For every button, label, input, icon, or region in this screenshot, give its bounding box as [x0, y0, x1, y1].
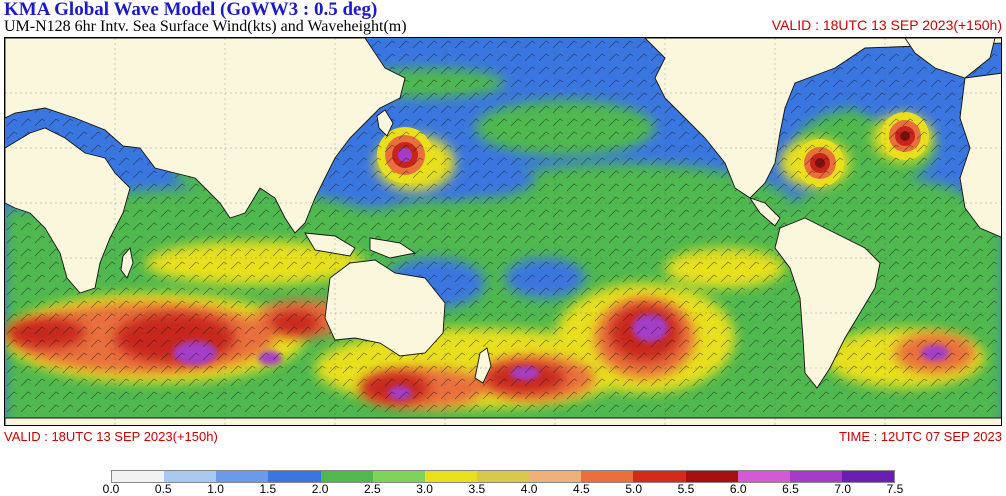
colorbar-tick-label: 7.0: [834, 482, 852, 496]
colorbar-swatch: [216, 471, 269, 482]
colorbar-swatch: [737, 471, 790, 482]
colorbar-swatch: [164, 471, 217, 482]
map-subtitle: UM-N128 6hr Intv. Sea Surface Wind(kts) …: [4, 18, 407, 35]
colorbar-swatch: [633, 471, 686, 482]
colorbar-tick-label: 4.0: [520, 482, 538, 496]
colorbar-tick-label: 5.0: [625, 482, 642, 496]
land-eurasia: [5, 38, 406, 234]
colorbar-swatch: [685, 471, 738, 482]
valid-time-top: VALID : 18UTC 13 SEP 2023(+150h): [771, 17, 1002, 33]
colorbar-tick-label: 2.0: [311, 482, 329, 496]
wave-height-map-svg: [5, 38, 1001, 425]
land-africa: [5, 127, 131, 294]
colorbar-swatch: [789, 471, 842, 482]
colorbar-swatch: [424, 471, 477, 482]
map-title: KMA Global Wave Model (GoWW3 : 0.5 deg): [4, 0, 378, 20]
colorbar-swatch: [320, 471, 373, 482]
colorbar-swatch: [268, 471, 321, 482]
land-central-america: [748, 197, 781, 227]
land-europe-right: [959, 72, 1001, 238]
land-new-guinea: [369, 237, 417, 259]
colorbar-swatch: [112, 471, 165, 482]
colorbar-tick-label: 2.5: [363, 482, 381, 496]
graticule: [5, 38, 1001, 425]
land-indonesia: [304, 232, 356, 257]
land-madagascar: [120, 247, 134, 279]
land-antarctica: [5, 417, 1001, 425]
land-australia: [324, 259, 446, 357]
colorbar-tick-label: 4.5: [573, 482, 590, 496]
wave-height-map: [4, 37, 1002, 426]
land-south-america: [774, 217, 881, 389]
colorbar-tick-label: 3.0: [416, 482, 433, 496]
colorbar-tick-label: 1.5: [259, 482, 277, 496]
colorbar-swatch: [529, 471, 582, 482]
colorbar-labels: 0.0 0.5 1.0 1.5 2.0 2.5 3.0 3.5 4.0 4.5 5.0 5.5 6.0 6…: [103, 482, 904, 496]
landmasses: [5, 38, 1001, 425]
colorbar-tick-label: 0.0: [102, 482, 120, 496]
colorbar-tick-label: 7.5: [886, 482, 904, 496]
colorbar-swatch: [581, 471, 634, 482]
analysis-time: TIME : 12UTC 07 SEP 2023: [838, 429, 1002, 444]
colorbar-swatch: [476, 471, 530, 482]
colorbar-tick-label: 6.5: [782, 482, 799, 496]
colorbar-tick-label: 6.0: [729, 482, 747, 496]
colorbar-tick-label: 0.5: [154, 482, 172, 496]
wave-height-colorbar: [111, 470, 895, 483]
valid-time-bottom: VALID : 18UTC 13 SEP 2023(+150h): [4, 429, 218, 444]
land-japan: [376, 109, 394, 137]
colorbar-tick-label: 1.0: [207, 482, 224, 496]
land-new-zealand: [474, 347, 492, 384]
colorbar-swatch: [372, 471, 425, 482]
colorbar-swatch: [841, 471, 895, 482]
colorbar-tick-label: 5.5: [677, 482, 695, 496]
colorbar-tick-label: 3.5: [468, 482, 486, 496]
